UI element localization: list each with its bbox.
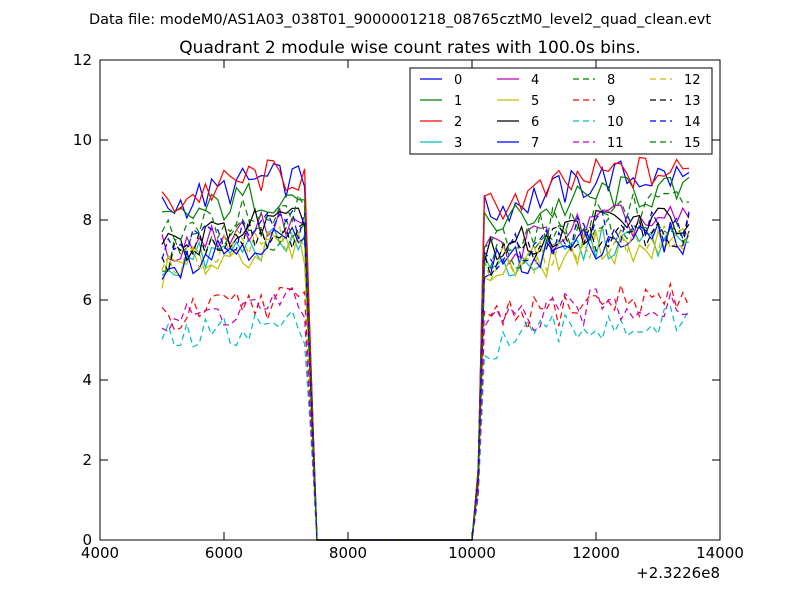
- series-line-14: [161, 209, 690, 541]
- legend-box: [409, 67, 713, 155]
- legend-label-8: 8: [607, 73, 615, 88]
- series-line-5: [161, 227, 690, 541]
- legend-label-2: 2: [454, 115, 462, 130]
- series-line-15: [161, 191, 690, 541]
- y-tick-label: 0: [82, 531, 92, 549]
- y-tick-label: 4: [82, 371, 92, 389]
- chart-title: Quadrant 2 module wise count rates with …: [179, 38, 640, 58]
- y-tick-label: 10: [73, 131, 92, 149]
- series-line-3: [161, 225, 690, 541]
- series-line-10: [161, 305, 690, 541]
- legend-label-14: 14: [684, 115, 701, 130]
- legend-label-13: 13: [684, 94, 701, 109]
- legend-label-4: 4: [531, 73, 539, 88]
- x-offset-label: +2.3226e8: [636, 564, 720, 582]
- y-tick-label: 8: [82, 211, 92, 229]
- series-line-8: [161, 215, 690, 541]
- x-tick-label: 8000: [329, 544, 367, 562]
- legend-label-0: 0: [454, 73, 462, 88]
- y-tick-label: 12: [73, 51, 92, 69]
- plot-lines: [161, 156, 690, 541]
- legend-label-9: 9: [607, 94, 615, 109]
- legend-label-6: 6: [531, 115, 539, 130]
- series-line-9: [161, 281, 690, 541]
- series-line-6: [161, 207, 690, 541]
- x-tick-label: 10000: [448, 544, 496, 562]
- series-line-0: [161, 160, 690, 541]
- legend-label-12: 12: [684, 73, 701, 88]
- y-tick-label: 6: [82, 291, 92, 309]
- legend-label-1: 1: [454, 94, 462, 109]
- series-line-2: [161, 156, 690, 541]
- legend-label-15: 15: [684, 136, 701, 151]
- series-line-11: [161, 286, 690, 541]
- legend-label-5: 5: [531, 94, 539, 109]
- legend-label-7: 7: [531, 136, 539, 151]
- series-line-7: [161, 221, 690, 541]
- legend-label-11: 11: [607, 136, 624, 151]
- series-line-12: [161, 225, 690, 541]
- x-tick-label: 4000: [81, 544, 119, 562]
- legend-label-10: 10: [607, 115, 624, 130]
- series-line-13: [161, 212, 690, 541]
- legend-label-3: 3: [454, 136, 462, 151]
- series-line-4: [161, 204, 690, 541]
- y-tick-label: 2: [82, 451, 92, 469]
- x-tick-label: 6000: [205, 544, 243, 562]
- x-tick-label: 14000: [696, 544, 744, 562]
- figure-suptitle: Data file: modeM0/AS1A03_038T01_90000012…: [89, 12, 711, 28]
- x-tick-label: 12000: [572, 544, 620, 562]
